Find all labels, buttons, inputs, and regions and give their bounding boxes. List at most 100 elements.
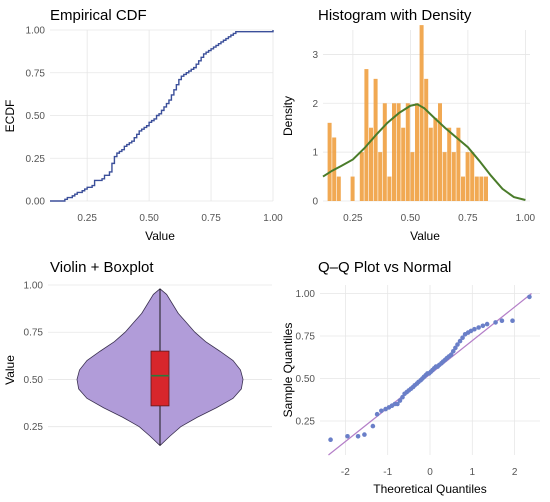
y-tick-label: 0.00 — [26, 197, 46, 208]
x-axis-label: Theoretical Quantiles — [373, 482, 486, 496]
qq-point — [362, 432, 367, 437]
density-curve — [322, 103, 526, 201]
histogram-bar — [387, 176, 392, 201]
qq-point — [397, 398, 403, 403]
histogram-bar — [451, 152, 456, 201]
x-axis-label: Value — [145, 229, 175, 243]
histogram-bar — [484, 176, 488, 201]
histogram-bar — [359, 152, 364, 201]
qq-point — [468, 328, 474, 334]
boxplot-box — [150, 350, 170, 407]
qq-point — [370, 423, 376, 429]
histogram-bar — [382, 103, 387, 201]
qq-point — [355, 434, 361, 439]
panel-title: Violin + Boxplot — [50, 259, 154, 276]
qq-point — [480, 323, 486, 329]
y-axis-label: Density — [281, 96, 295, 136]
x-tick-label: -2 — [341, 467, 350, 478]
histogram-bar — [419, 25, 424, 201]
x-tick-label: -1 — [383, 467, 392, 478]
qq-point — [448, 352, 454, 358]
x-tick-label: 1 — [470, 467, 476, 478]
histogram-bar — [350, 176, 355, 201]
qq-point — [476, 325, 481, 330]
qq-point — [472, 326, 477, 332]
x-tick-label: 1.00 — [263, 213, 283, 224]
y-axis-label: Value — [3, 355, 17, 385]
histogram-bar — [378, 152, 383, 201]
panel-title: Empirical CDF — [50, 7, 147, 24]
histogram-bar — [456, 127, 461, 201]
histogram-bar — [428, 127, 433, 201]
qq-point — [450, 349, 456, 354]
y-tick-label: 0.25 — [296, 417, 316, 428]
histogram-bar — [405, 103, 410, 201]
histogram-bar — [369, 127, 373, 201]
histogram-bar — [373, 78, 378, 201]
histogram-bar — [470, 152, 475, 201]
qq-point — [395, 401, 400, 407]
qq-point — [379, 408, 384, 414]
y-tick-label: 2 — [312, 99, 318, 110]
y-tick-label: 3 — [312, 50, 318, 61]
y-tick-label: 0 — [312, 197, 318, 208]
x-tick-label: 0.75 — [201, 213, 221, 224]
y-tick-label: 1.00 — [296, 289, 316, 300]
y-tick-label: 0.75 — [26, 68, 46, 79]
x-axis-label: Value — [410, 229, 440, 243]
y-axis-label: ECDF — [3, 100, 17, 133]
qq-point — [455, 342, 460, 347]
panel-violin: Violin + Boxplot Value 0.25 0.50 0.75 1.00 — [3, 259, 272, 447]
x-tick-label: 2 — [512, 467, 518, 478]
x-tick-label: 0.25 — [343, 213, 363, 224]
y-tick-label: 0.50 — [24, 375, 44, 386]
panel-qq: Q–Q Plot vs Normal Theoretical Quantiles S… — [281, 259, 540, 496]
histogram-bar — [461, 176, 465, 201]
histogram-bar — [410, 152, 415, 201]
y-tick-label: 1 — [312, 148, 318, 159]
qq-point — [460, 335, 465, 341]
x-tick-label: 0.50 — [401, 213, 421, 224]
histogram-bar — [447, 127, 452, 201]
y-axis-label: Sample Quantiles — [281, 323, 295, 418]
histogram-bar — [396, 103, 401, 201]
qq-point — [493, 320, 498, 325]
y-tick-label: 1.00 — [26, 26, 46, 37]
panel-title: Q–Q Plot vs Normal — [318, 259, 451, 276]
histogram-bar — [401, 127, 406, 201]
histogram-bar — [442, 152, 447, 201]
histogram-bar — [438, 103, 442, 201]
histogram-bar — [424, 78, 429, 201]
y-tick-label: 1.00 — [24, 281, 44, 292]
x-tick-label: 0.50 — [139, 213, 159, 224]
qq-point — [499, 318, 505, 324]
y-tick-label: 0.25 — [26, 154, 46, 165]
qq-point — [457, 338, 463, 344]
histogram-bar — [392, 103, 396, 201]
histogram-bar — [465, 152, 470, 201]
panel-ecdf: Empirical CDF Value ECDF 0.00 0.25 0.50 0.75 1.… — [3, 7, 283, 243]
y-tick-label: 0.50 — [296, 374, 316, 385]
histogram-bar — [415, 103, 419, 201]
y-tick-label: 0.50 — [26, 111, 46, 122]
x-tick-label: 0 — [427, 467, 433, 478]
qq-point — [400, 394, 405, 400]
qq-point — [527, 294, 532, 300]
x-tick-label: 1.00 — [516, 213, 536, 224]
qq-point — [345, 434, 350, 439]
histogram-bar — [479, 176, 484, 201]
y-tick-label: 0.75 — [296, 332, 316, 343]
histogram-bar — [336, 176, 341, 201]
qq-point — [374, 411, 380, 417]
ecdf-step-line — [50, 30, 274, 202]
histogram-bar — [474, 176, 479, 201]
panel-title: Histogram with Density — [318, 7, 472, 24]
y-tick-label: 0.25 — [24, 422, 44, 433]
histogram-bar — [327, 122, 332, 201]
qq-point — [383, 406, 388, 412]
qq-point — [453, 345, 458, 351]
panel-hist: Histogram with Density Value Density 0 1 2 3 0.… — [281, 7, 536, 243]
histogram-bar — [364, 69, 369, 201]
